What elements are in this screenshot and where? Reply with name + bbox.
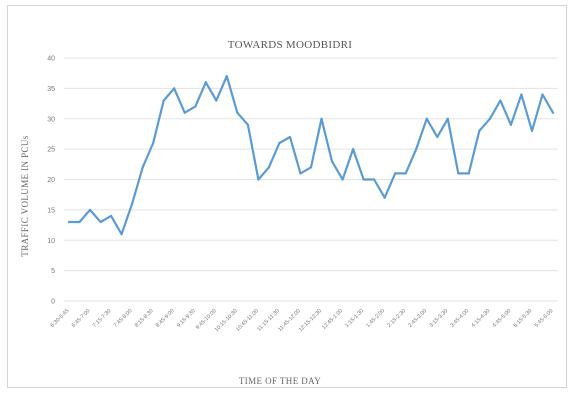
data-point bbox=[330, 160, 334, 163]
data-point bbox=[288, 135, 292, 139]
data-point bbox=[404, 172, 407, 175]
y-tick-label: 20 bbox=[47, 177, 55, 184]
x-axis-title: TIME OF THE DAY bbox=[239, 376, 321, 386]
chart-title: TOWARDS MOODBIDRI bbox=[228, 39, 352, 51]
data-point bbox=[99, 220, 102, 224]
chart-frame: TOWARDS MOODBIDRI 0 5 10 15 20 25 30 35 40 6:30-… bbox=[7, 5, 567, 388]
y-tick-labels: 0 5 10 15 20 25 30 35 40 bbox=[47, 56, 55, 306]
data-point bbox=[509, 123, 513, 126]
data-point bbox=[320, 117, 323, 120]
y-axis-title: TRAFFIC VOLUME IN PCUs bbox=[20, 135, 30, 256]
data-point bbox=[478, 129, 481, 132]
y-tick-label: 30 bbox=[47, 116, 55, 123]
data-point bbox=[457, 172, 460, 175]
data-point bbox=[499, 99, 502, 102]
data-point bbox=[194, 105, 197, 108]
data-point bbox=[341, 178, 344, 181]
x-tick-label: 9:15-9:30 bbox=[176, 308, 197, 329]
data-point bbox=[225, 75, 228, 78]
y-tick-label: 0 bbox=[51, 299, 55, 306]
data-point bbox=[351, 148, 355, 151]
data-point bbox=[436, 135, 439, 139]
data-point bbox=[488, 117, 491, 120]
x-tick-label: 6:30-6:45 bbox=[50, 308, 71, 329]
data-point bbox=[551, 111, 555, 114]
data-point bbox=[183, 111, 186, 114]
data-point bbox=[109, 214, 113, 218]
x-tick-label: 7:15-7:30 bbox=[92, 308, 113, 329]
data-point bbox=[236, 111, 239, 114]
x-tick-label: 1:15-1:30 bbox=[344, 308, 365, 329]
data-point bbox=[415, 148, 418, 151]
x-tick-label: 12:15-12:30 bbox=[298, 308, 323, 333]
data-point bbox=[362, 178, 365, 181]
data-point bbox=[530, 129, 534, 132]
x-tick-label: 8:45-9:00 bbox=[155, 308, 176, 329]
x-tick-label: 6:45-7:00 bbox=[71, 308, 92, 329]
data-point bbox=[394, 172, 397, 175]
y-tick-label: 15 bbox=[47, 207, 55, 214]
data-point bbox=[267, 166, 271, 169]
x-tick-label: 3:15-3:30 bbox=[429, 308, 450, 329]
x-tick-label: 12:45-1:00 bbox=[321, 308, 344, 331]
data-point bbox=[309, 166, 313, 169]
x-tick-label: 4:45-5:00 bbox=[492, 308, 513, 329]
data-point bbox=[257, 178, 260, 181]
y-tick-label: 35 bbox=[47, 86, 55, 93]
x-tick-label: 1:45-2:00 bbox=[365, 308, 386, 329]
data-point bbox=[425, 117, 428, 120]
x-tick-label: 2:45-3:00 bbox=[407, 308, 428, 329]
series-line bbox=[67, 75, 555, 236]
data-point bbox=[131, 202, 134, 205]
x-tick-label: 8:15-8:30 bbox=[134, 308, 155, 329]
x-tick-label: 2:15-2:30 bbox=[386, 308, 407, 329]
data-point bbox=[383, 196, 386, 199]
data-point bbox=[120, 233, 123, 236]
y-tick-label: 5 bbox=[51, 268, 55, 275]
x-tick-label: 4:15-4:30 bbox=[471, 308, 492, 329]
data-point bbox=[520, 93, 523, 96]
data-point bbox=[67, 220, 71, 224]
data-point bbox=[173, 87, 176, 90]
data-point bbox=[246, 123, 249, 126]
y-gridlines bbox=[64, 57, 558, 302]
y-tick-label: 10 bbox=[47, 238, 55, 245]
data-point bbox=[278, 141, 281, 145]
data-point bbox=[141, 166, 144, 169]
data-point bbox=[467, 172, 470, 175]
data-point bbox=[152, 141, 155, 145]
data-point bbox=[541, 93, 544, 96]
data-point bbox=[299, 172, 302, 175]
data-point bbox=[88, 208, 92, 211]
x-tick-label: 3:45-4:00 bbox=[450, 308, 471, 329]
data-point bbox=[446, 117, 449, 120]
data-point bbox=[373, 178, 376, 181]
x-tick-labels: 6:30-6:45 6:45-7:00 7:15-7:30 7:45-8:00 8:15… bbox=[50, 308, 555, 333]
x-tick-label: 7:45-8:00 bbox=[113, 308, 134, 329]
x-tick-label: 5:45-6:00 bbox=[534, 308, 555, 329]
y-tick-label: 25 bbox=[47, 147, 55, 154]
data-point bbox=[162, 99, 165, 102]
line-chart: TOWARDS MOODBIDRI 0 5 10 15 20 25 30 35 40 6:30-… bbox=[20, 39, 558, 386]
data-point bbox=[215, 99, 218, 102]
x-tick-label: 5:15-5:30 bbox=[513, 308, 534, 329]
data-point bbox=[204, 81, 207, 84]
data-point bbox=[78, 220, 81, 224]
y-tick-label: 40 bbox=[47, 56, 55, 63]
series-points bbox=[67, 75, 555, 236]
